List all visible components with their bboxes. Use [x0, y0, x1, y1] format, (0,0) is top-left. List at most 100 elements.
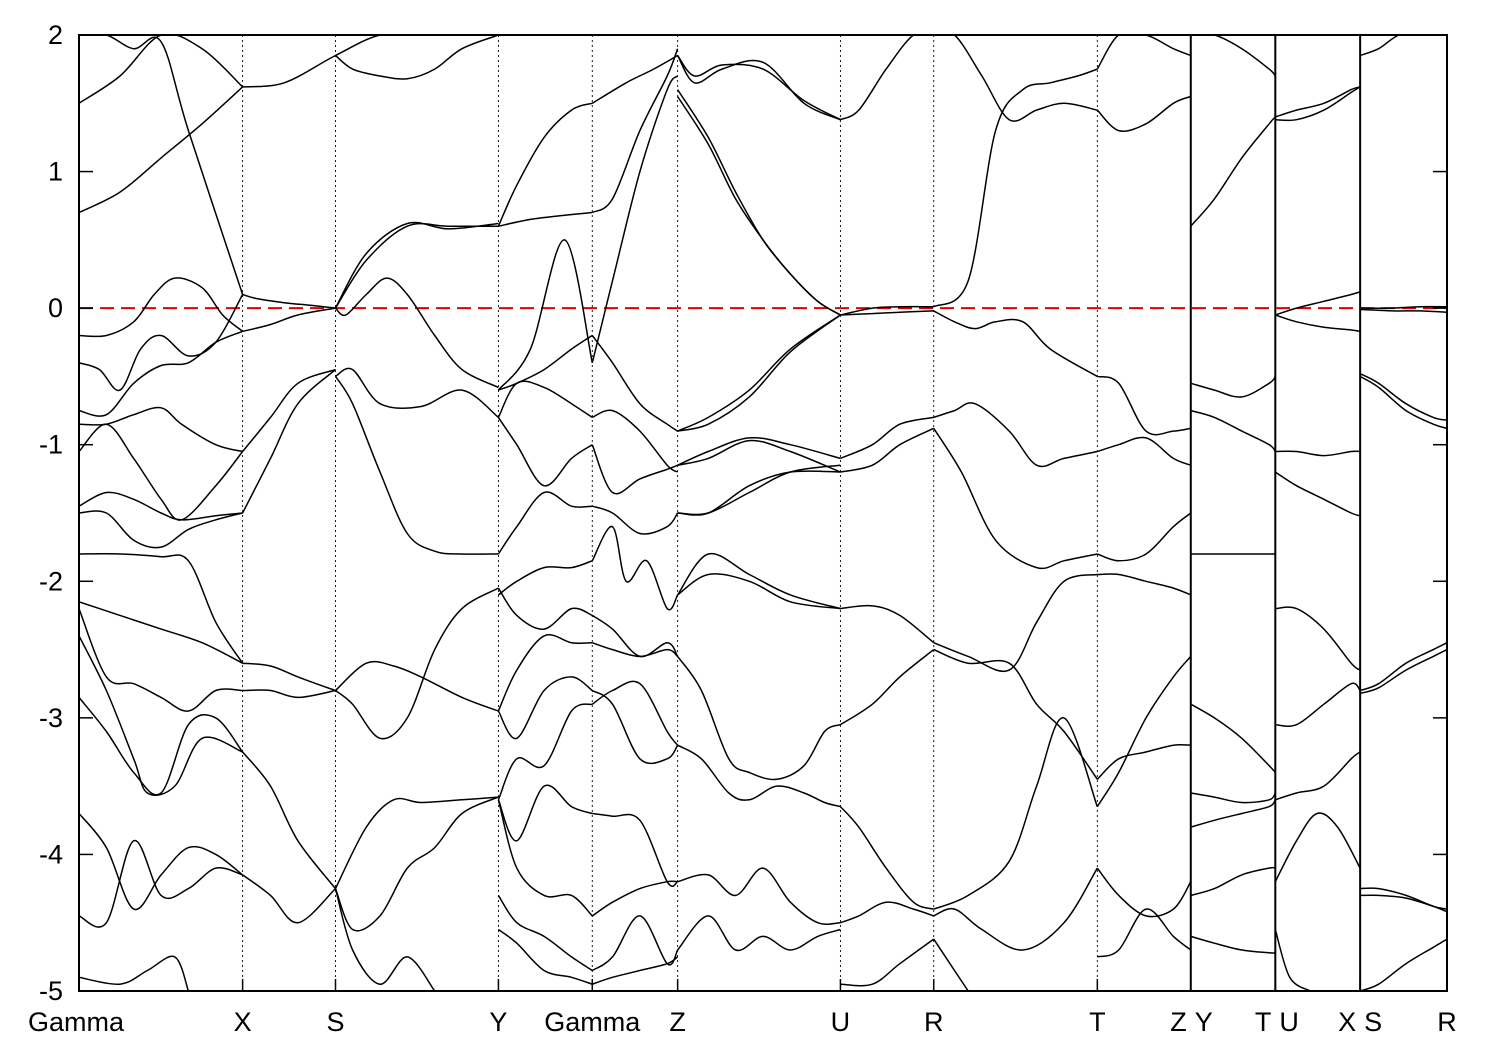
- y-tick-label: -1: [39, 430, 63, 460]
- band-line: [591, 335, 679, 432]
- band-line: [677, 436, 841, 466]
- band-line: [242, 874, 337, 924]
- band-line: [497, 239, 594, 391]
- band-line: [497, 416, 593, 487]
- band-line: [591, 54, 678, 104]
- band-line: [79, 813, 244, 911]
- band-line: [591, 525, 679, 611]
- k-point-gridlines: [242, 35, 1362, 991]
- band-line: [79, 635, 243, 796]
- band-line: [933, 35, 1098, 122]
- band-line: [1190, 866, 1276, 897]
- band-line: [592, 956, 679, 985]
- band-line: [79, 510, 243, 549]
- band-line: [497, 894, 593, 972]
- x-tick-label-gamma: Gamma: [28, 1007, 125, 1037]
- band-line: [497, 587, 593, 630]
- band-line: [1275, 86, 1361, 122]
- band-line: [498, 211, 593, 227]
- band-line: [334, 796, 499, 889]
- x-tick-label-r-2: R: [1437, 1007, 1457, 1037]
- band-line: [1097, 908, 1192, 958]
- band-line: [79, 35, 244, 104]
- band-line: [591, 880, 678, 917]
- band-line: [933, 427, 1098, 570]
- x-tick-label-s-2: S: [1364, 1007, 1382, 1037]
- band-line: [676, 89, 841, 316]
- band-line: [933, 648, 1098, 780]
- y-tick-label: 2: [48, 20, 63, 50]
- x-tick-label-t: T: [1089, 1007, 1106, 1037]
- band-line: [591, 915, 679, 972]
- band-line: [1190, 35, 1276, 77]
- band-line: [591, 75, 679, 363]
- x-tick-label-y-2: Y: [1195, 1007, 1213, 1037]
- band-line: [79, 330, 243, 417]
- band-line: [591, 680, 679, 746]
- x-tick-label-x-2: X: [1338, 1007, 1356, 1037]
- y-tick-label: -4: [39, 839, 63, 869]
- band-line: [1096, 95, 1192, 132]
- band-line: [1190, 116, 1276, 227]
- band-line: [1275, 751, 1361, 801]
- band-line: [840, 35, 934, 121]
- band-line: [242, 35, 499, 88]
- band-line: [677, 744, 841, 808]
- band-line: [79, 277, 244, 338]
- band-line: [676, 655, 841, 781]
- band-line: [1275, 314, 1361, 333]
- band-line: [1275, 86, 1361, 118]
- band-line: [79, 406, 243, 453]
- band-line: [839, 806, 934, 910]
- x-tick-label-gamma-2: Gamma: [544, 1007, 641, 1037]
- band-line: [79, 423, 244, 521]
- x-tick-label-r: R: [924, 1007, 944, 1037]
- band-line: [242, 751, 337, 890]
- band-line: [334, 796, 499, 932]
- band-line: [677, 464, 841, 516]
- band-line: [497, 380, 593, 419]
- band-line: [840, 416, 934, 460]
- band-line: [334, 888, 436, 991]
- band-line: [335, 587, 499, 740]
- x-tick-label-z-2: Z: [1170, 1007, 1187, 1037]
- band-line: [79, 294, 244, 392]
- band-line: [1275, 450, 1361, 457]
- band-line: [1096, 655, 1192, 808]
- x-tick-label-u-2: U: [1279, 1007, 1299, 1037]
- band-line: [1274, 471, 1361, 517]
- band-line: [1359, 648, 1447, 695]
- band-line: [933, 310, 1098, 378]
- y-tick-label: -5: [39, 976, 63, 1006]
- plot-frame: [78, 34, 1448, 992]
- x-tick-label-t-2: T: [1255, 1007, 1272, 1037]
- x-tick-label-z: Z: [669, 1007, 686, 1037]
- band-line: [79, 553, 244, 664]
- x-tick-label-s: S: [326, 1007, 344, 1037]
- band-line: [591, 689, 679, 765]
- band-line: [334, 221, 499, 309]
- band-line: [676, 55, 841, 121]
- band-line: [335, 367, 499, 418]
- x-tick-label-u: U: [831, 1007, 851, 1037]
- band-lines: [79, 35, 1447, 991]
- band-line: [335, 35, 499, 80]
- band-line: [334, 277, 499, 389]
- band-line: [677, 314, 841, 432]
- band-line: [1359, 642, 1447, 692]
- band-line: [1096, 743, 1191, 780]
- band-line: [1360, 305, 1447, 309]
- band-line: [334, 375, 499, 555]
- band-line: [677, 867, 841, 925]
- band-line: [840, 427, 935, 473]
- band-line: [79, 840, 243, 928]
- band-line: [676, 552, 841, 610]
- x-tick-label-x: X: [234, 1007, 252, 1037]
- band-line: [242, 293, 336, 309]
- band-line: [677, 915, 841, 952]
- band-line: [334, 222, 499, 309]
- band-line: [1359, 375, 1447, 430]
- band-line: [242, 662, 336, 692]
- band-line: [840, 649, 935, 726]
- band-line: [79, 955, 190, 991]
